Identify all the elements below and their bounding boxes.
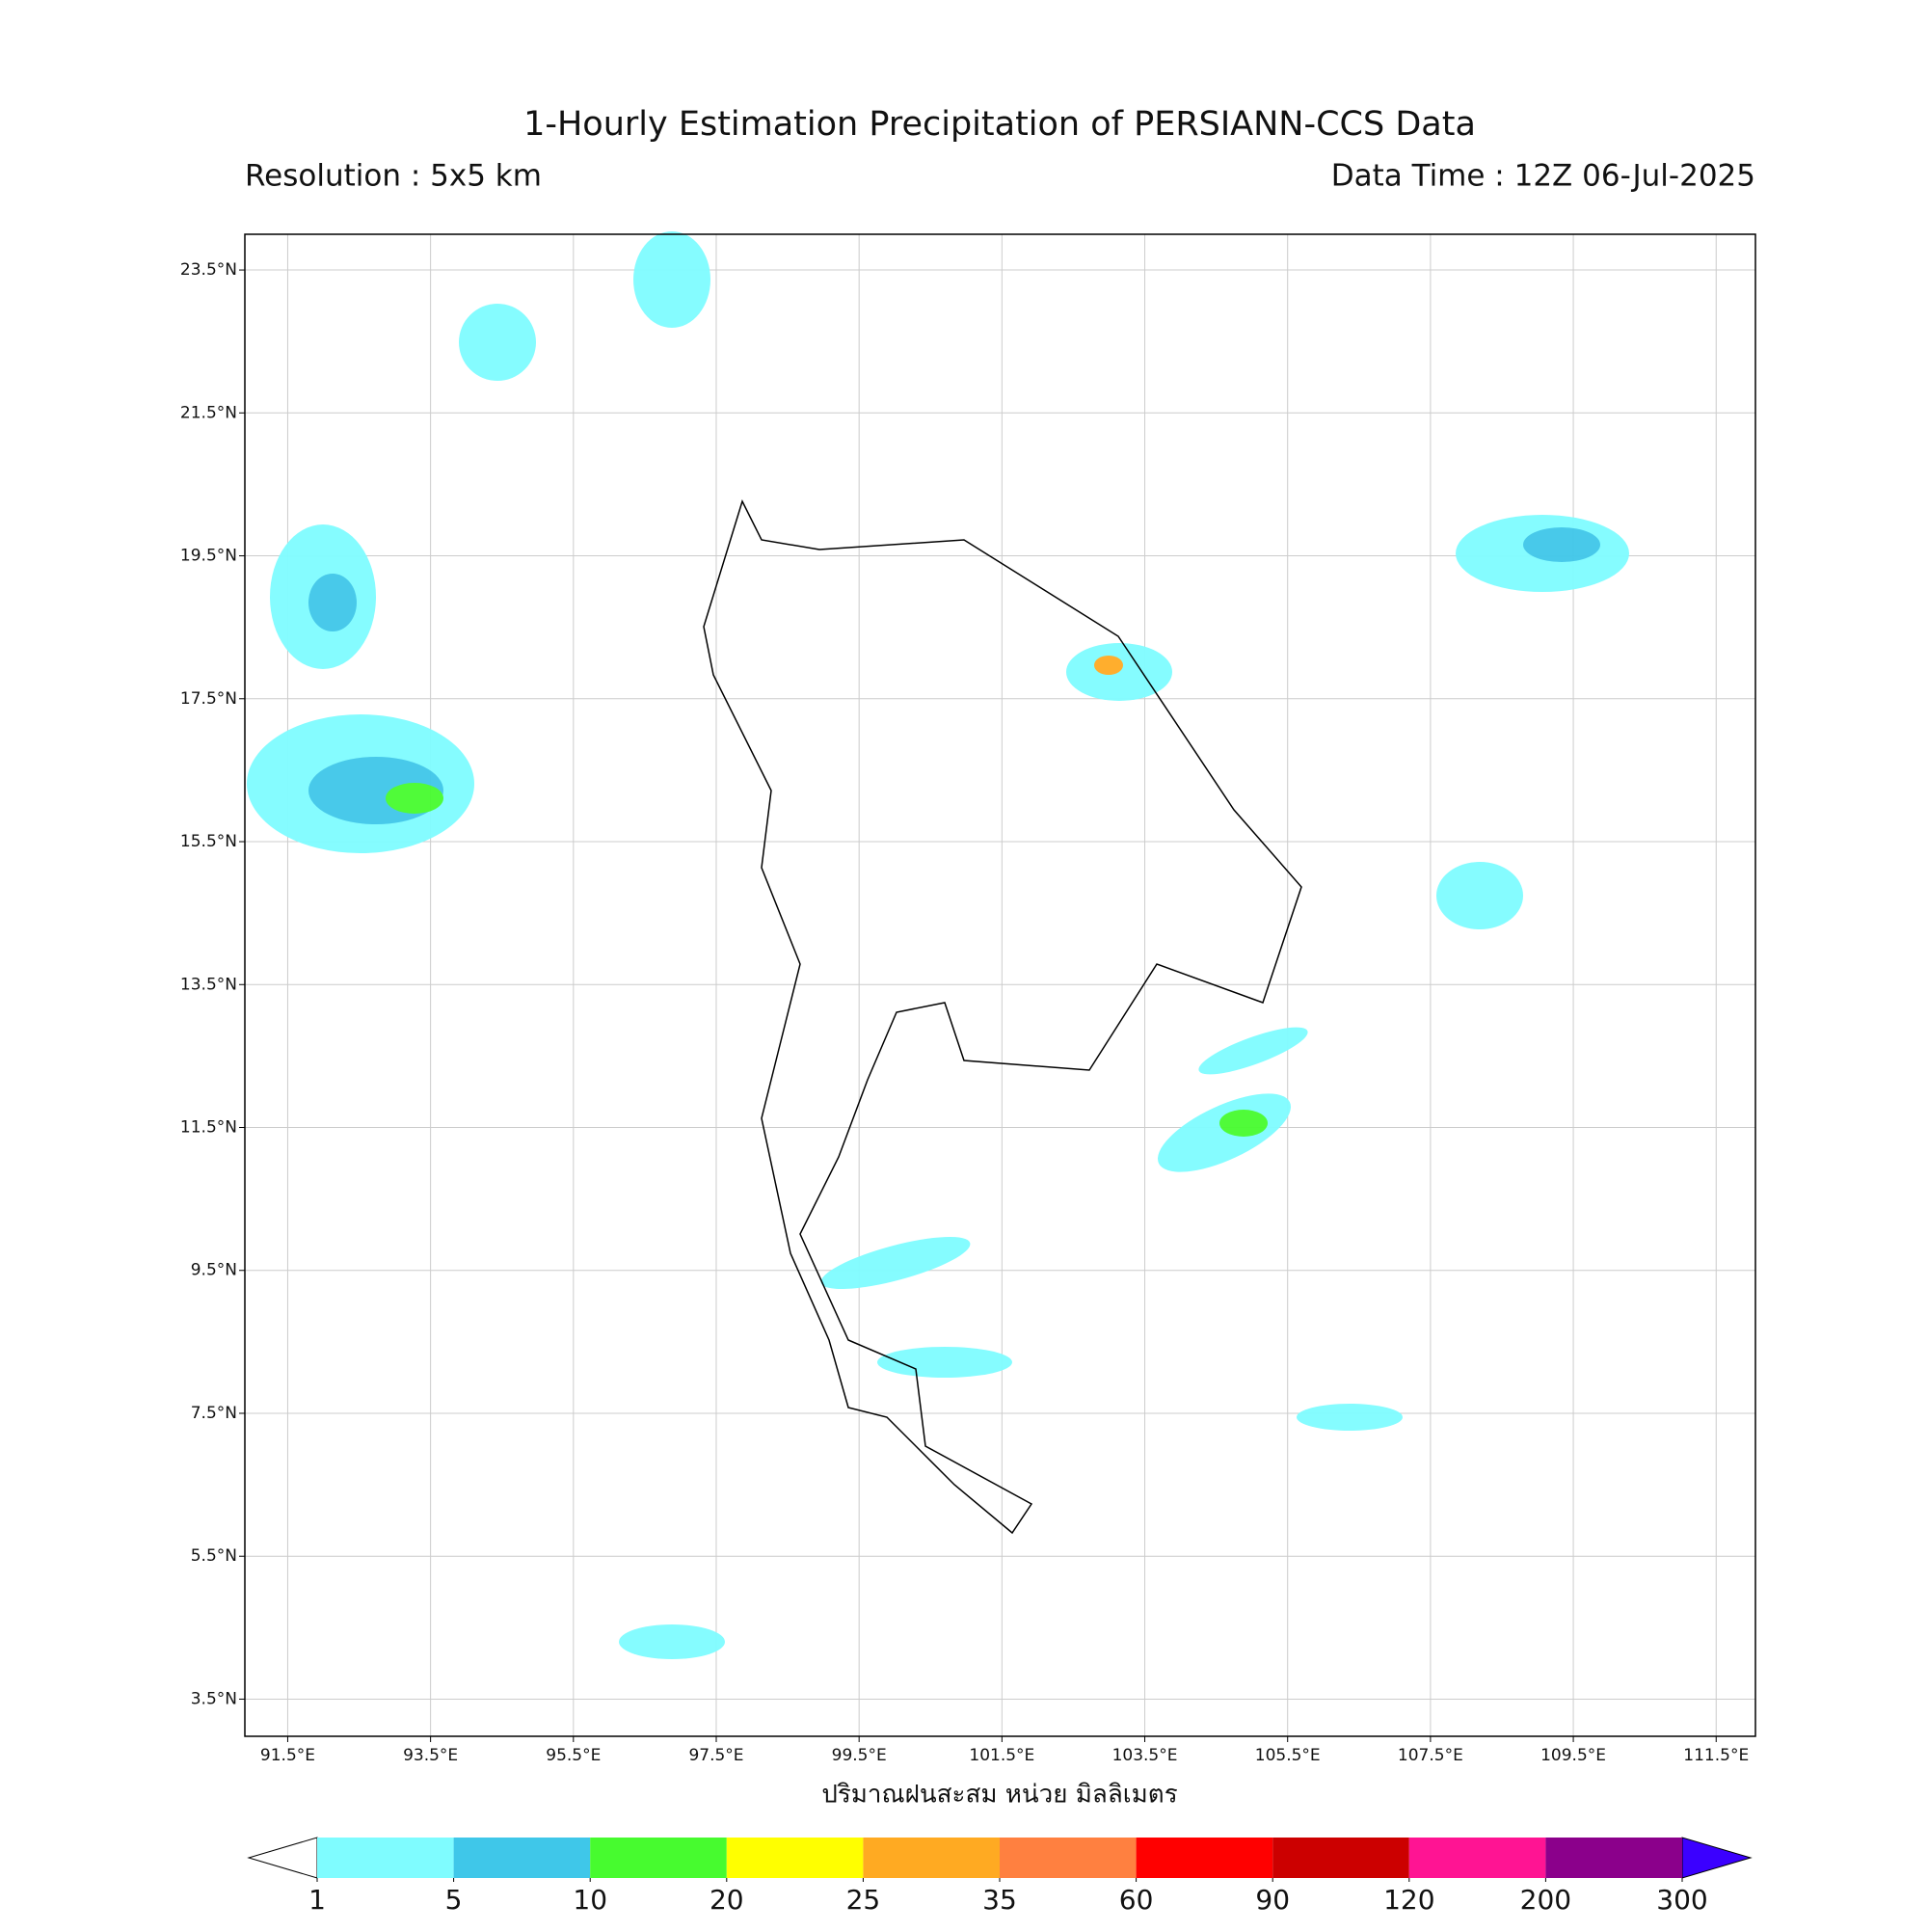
rain: [1066, 643, 1172, 701]
colorbar-segment: [1136, 1838, 1273, 1878]
rain: [1094, 656, 1123, 675]
lon-tick-label: 103.5°E: [1112, 1746, 1178, 1765]
lat-tick-label: 21.5°N: [180, 403, 237, 422]
x-label: ปริมาณฝนสะสม หน่วย มิลลิเมตร: [821, 1781, 1177, 1810]
lon-tick-label: 97.5°E: [688, 1746, 743, 1765]
colorbar-segment: [1408, 1838, 1546, 1878]
colorbar-segment: [863, 1838, 1000, 1878]
country-outline: [703, 498, 1302, 1535]
rain: [877, 1347, 1012, 1378]
lon-tick-label: 95.5°E: [546, 1746, 601, 1765]
lon-tick-label: 109.5°E: [1540, 1746, 1606, 1765]
colorbar-segment: [1545, 1838, 1682, 1878]
lat-tick-label: 9.5°N: [191, 1261, 237, 1280]
lat-tick-label: 23.5°N: [180, 260, 237, 280]
lon-tick-label: 93.5°E: [403, 1746, 458, 1765]
rain: [820, 1236, 971, 1290]
lat-tick-label: 7.5°N: [191, 1404, 237, 1423]
lon-tick-label: 107.5°E: [1398, 1746, 1463, 1765]
lat-tick-label: 11.5°N: [180, 1117, 237, 1137]
rain: [386, 783, 443, 814]
rain: [1297, 1404, 1403, 1431]
rain: [1436, 862, 1523, 929]
data-time: Data Time : 12Z 06-Jul-2025: [1331, 159, 1755, 194]
colorbar-label: 120: [1383, 1884, 1434, 1916]
colorbar-segment: [317, 1838, 454, 1878]
rain: [633, 231, 710, 328]
lat-tick-label: 13.5°N: [180, 975, 237, 994]
lon-tick-label: 99.5°E: [832, 1746, 887, 1765]
colorbar-label: 200: [1520, 1884, 1571, 1916]
lon-tick-label: 101.5°E: [969, 1746, 1034, 1765]
lon-tick-label: 111.5°E: [1683, 1746, 1749, 1765]
colorbar-label: 1: [308, 1884, 326, 1916]
lon-tick-label: 91.5°E: [260, 1746, 315, 1765]
title: 1-Hourly Estimation Precipitation of PER…: [523, 105, 1476, 144]
colorbar-over: [1681, 1837, 1753, 1879]
colorbar-label: 300: [1656, 1884, 1707, 1916]
colorbar-label: 60: [1119, 1884, 1154, 1916]
colorbar-segment: [1272, 1838, 1409, 1878]
colorbar-segment: [453, 1838, 591, 1878]
lat-tick-label: 5.5°N: [191, 1546, 237, 1566]
rain: [1158, 1093, 1291, 1172]
rain: [1523, 527, 1600, 562]
lat-tick-label: 15.5°N: [180, 832, 237, 851]
rain: [1219, 1110, 1268, 1137]
lat-tick-label: 3.5°N: [191, 1689, 237, 1708]
colorbar-segment: [726, 1838, 864, 1878]
colorbar-label: 20: [710, 1884, 744, 1916]
rain: [459, 304, 536, 381]
colorbar-label: 25: [846, 1884, 881, 1916]
resolution: Resolution : 5x5 km: [245, 159, 542, 194]
colorbar-label: 10: [573, 1884, 607, 1916]
colorbar-label: 5: [445, 1884, 463, 1916]
lat-tick-label: 19.5°N: [180, 547, 237, 566]
rain-areas: [247, 231, 1629, 1659]
colorbar-segment: [1000, 1838, 1137, 1878]
lat-tick-label: 17.5°N: [180, 689, 237, 709]
grid: [239, 234, 1755, 1742]
map-frame: [244, 233, 1756, 1737]
colorbar-label: 35: [982, 1884, 1017, 1916]
colorbar-label: 90: [1255, 1884, 1290, 1916]
rain: [1198, 1027, 1308, 1075]
lon-tick-label: 105.5°E: [1255, 1746, 1321, 1765]
colorbar-segment: [590, 1838, 727, 1878]
rain: [619, 1624, 725, 1659]
colorbar-under: [247, 1837, 318, 1879]
rain: [308, 574, 357, 631]
colorbar: 1 5 10 20 25 35 60 90 120 200 300: [247, 1837, 1753, 1916]
